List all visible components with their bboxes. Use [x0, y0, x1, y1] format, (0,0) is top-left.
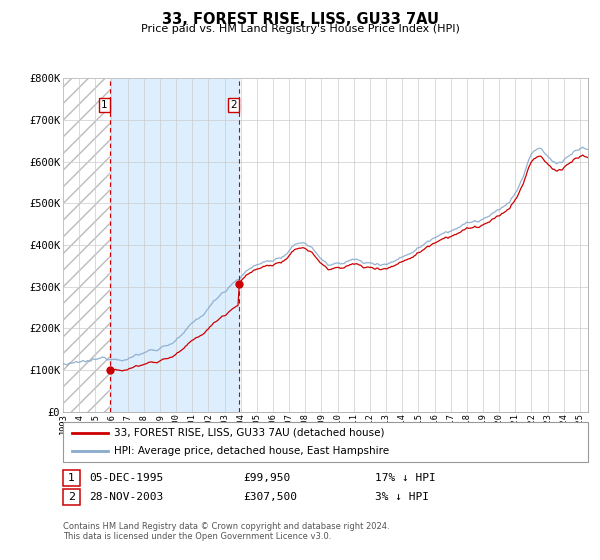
Text: 2: 2 — [68, 492, 75, 502]
Text: 17% ↓ HPI: 17% ↓ HPI — [375, 473, 436, 483]
Text: £307,500: £307,500 — [243, 492, 297, 502]
Text: 05-DEC-1995: 05-DEC-1995 — [89, 473, 163, 483]
Bar — [110, 78, 239, 412]
Text: 1: 1 — [101, 100, 108, 110]
Text: Contains HM Land Registry data © Crown copyright and database right 2024.
This d: Contains HM Land Registry data © Crown c… — [63, 522, 389, 542]
Text: 1: 1 — [68, 473, 75, 483]
Text: Price paid vs. HM Land Registry's House Price Index (HPI): Price paid vs. HM Land Registry's House … — [140, 24, 460, 34]
Text: 33, FOREST RISE, LISS, GU33 7AU (detached house): 33, FOREST RISE, LISS, GU33 7AU (detache… — [114, 428, 385, 438]
Text: 28-NOV-2003: 28-NOV-2003 — [89, 492, 163, 502]
Text: £99,950: £99,950 — [243, 473, 290, 483]
Text: 33, FOREST RISE, LISS, GU33 7AU: 33, FOREST RISE, LISS, GU33 7AU — [161, 12, 439, 27]
Text: HPI: Average price, detached house, East Hampshire: HPI: Average price, detached house, East… — [114, 446, 389, 456]
Text: 2: 2 — [230, 100, 236, 110]
Text: 3% ↓ HPI: 3% ↓ HPI — [375, 492, 429, 502]
